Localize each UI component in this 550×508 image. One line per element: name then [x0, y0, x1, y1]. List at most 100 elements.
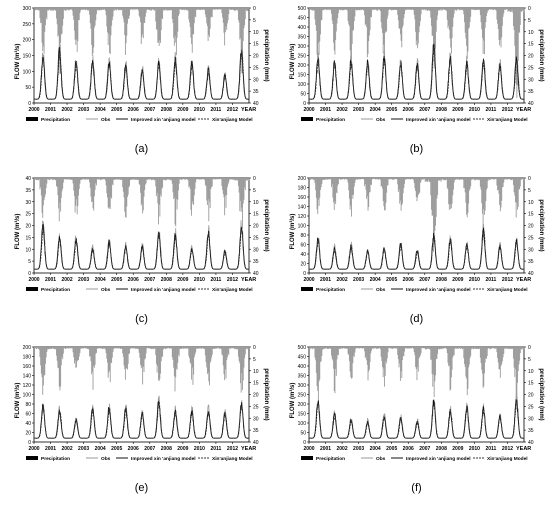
precip-bar	[216, 347, 218, 349]
precip-bar	[462, 347, 464, 349]
precip-bar	[76, 347, 77, 368]
precip-bar	[144, 8, 146, 17]
precip-bar	[410, 178, 412, 180]
y2-tick-label: 40	[253, 440, 259, 446]
precip-bar	[42, 347, 44, 386]
precip-bar	[357, 178, 359, 180]
precip-bar	[130, 178, 132, 180]
precip-bar	[434, 178, 436, 231]
precip-bar	[496, 347, 498, 353]
precip-bar	[67, 178, 69, 180]
precip-bar	[168, 8, 170, 11]
precip-bar	[384, 8, 386, 33]
precip-bar	[176, 347, 178, 370]
precip-bar	[372, 8, 374, 10]
precip-bar	[108, 8, 110, 34]
precip-bar	[451, 347, 453, 370]
precip-bar	[415, 347, 417, 369]
precip-bar	[179, 8, 181, 10]
precip-bar	[456, 8, 458, 11]
precip-bar	[422, 178, 424, 180]
precip-bar	[355, 347, 357, 349]
precip-bar	[490, 178, 492, 180]
precip-bar	[387, 347, 389, 353]
improved-model-series-line	[34, 401, 249, 439]
precip-bar	[394, 347, 396, 349]
precip-bar	[451, 178, 453, 204]
precip-bar	[220, 8, 222, 10]
precip-bar	[386, 178, 388, 186]
precip-bar	[186, 178, 188, 180]
x-tick-label: 2000	[28, 107, 39, 113]
precip-bar	[515, 8, 516, 72]
precip-bar	[485, 8, 487, 23]
precip-bar	[395, 178, 397, 180]
precip-bar	[129, 8, 130, 16]
precip-bar	[319, 178, 321, 198]
precip-bar	[246, 347, 248, 349]
precip-bar	[127, 347, 128, 370]
x-tick-label: 2000	[303, 277, 314, 283]
precip-bar	[76, 178, 78, 215]
precip-bar	[403, 178, 405, 189]
precip-bar	[155, 347, 157, 356]
precip-bar	[136, 347, 138, 349]
precip-bar	[175, 178, 177, 199]
precip-bar	[103, 178, 105, 180]
precip-bar	[204, 178, 206, 181]
precip-bar	[335, 178, 337, 193]
precip-bar	[449, 8, 451, 39]
legend-swatch-precipitation	[26, 287, 38, 291]
precip-bar	[330, 347, 332, 350]
x-tick-label: 2004	[95, 277, 106, 283]
precip-bar	[120, 347, 122, 349]
precip-bar	[164, 8, 166, 11]
precip-bar	[471, 178, 473, 180]
y2-tick-label: 40	[528, 440, 534, 446]
precip-bar	[122, 178, 124, 188]
precip-bar	[389, 347, 391, 349]
precip-bar	[491, 178, 493, 180]
precip-bar	[129, 178, 131, 181]
precip-bar	[395, 347, 397, 349]
precip-bar	[518, 347, 520, 365]
precip-bar	[237, 8, 239, 11]
precip-bar	[468, 178, 470, 191]
precip-bar	[370, 347, 372, 354]
precip-bar	[366, 178, 368, 199]
precip-bar	[410, 8, 412, 10]
precip-bar	[223, 347, 225, 375]
precip-bar	[365, 178, 367, 190]
precip-bar	[218, 178, 220, 180]
precip-bar	[470, 178, 472, 187]
y-tick-label: 100	[23, 393, 32, 399]
precip-bar	[315, 178, 317, 198]
precip-bar	[393, 347, 394, 349]
precip-bar	[242, 178, 244, 229]
precip-bar	[329, 178, 331, 180]
precip-bar	[313, 347, 315, 349]
precip-bar	[211, 347, 212, 358]
precip-bar	[453, 8, 455, 14]
precip-bar	[189, 8, 190, 23]
precip-bar	[321, 178, 323, 184]
precip-bar	[152, 8, 154, 10]
precip-bar	[49, 178, 51, 180]
precip-bar	[112, 178, 114, 186]
legend-label-xaj: Xin'anjiang Model	[212, 287, 253, 293]
precip-bar	[119, 178, 121, 180]
precip-bar	[181, 8, 183, 10]
y-tick-label: 15	[25, 235, 31, 241]
precip-bar	[247, 347, 249, 350]
precip-bar	[208, 347, 210, 382]
precip-bar	[340, 8, 342, 10]
precip-bar	[441, 347, 443, 350]
precip-bar	[419, 178, 421, 193]
precip-bar	[466, 178, 468, 218]
precip-bar	[324, 178, 326, 181]
precip-bar	[117, 8, 119, 10]
precip-bar	[81, 8, 83, 10]
precip-bar	[368, 347, 370, 372]
precip-bar	[426, 347, 428, 349]
precip-bar	[138, 8, 139, 11]
